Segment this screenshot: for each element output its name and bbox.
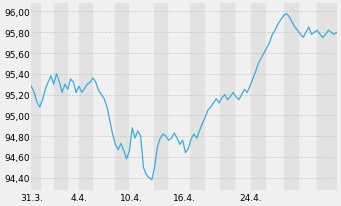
Bar	[220, 4, 234, 190]
Bar	[115, 4, 129, 190]
Bar	[79, 4, 92, 190]
Bar	[153, 4, 167, 190]
Bar	[284, 4, 298, 190]
Bar	[251, 4, 265, 190]
Bar	[190, 4, 204, 190]
Bar	[54, 4, 68, 190]
Bar	[317, 4, 337, 190]
Bar	[31, 4, 40, 190]
